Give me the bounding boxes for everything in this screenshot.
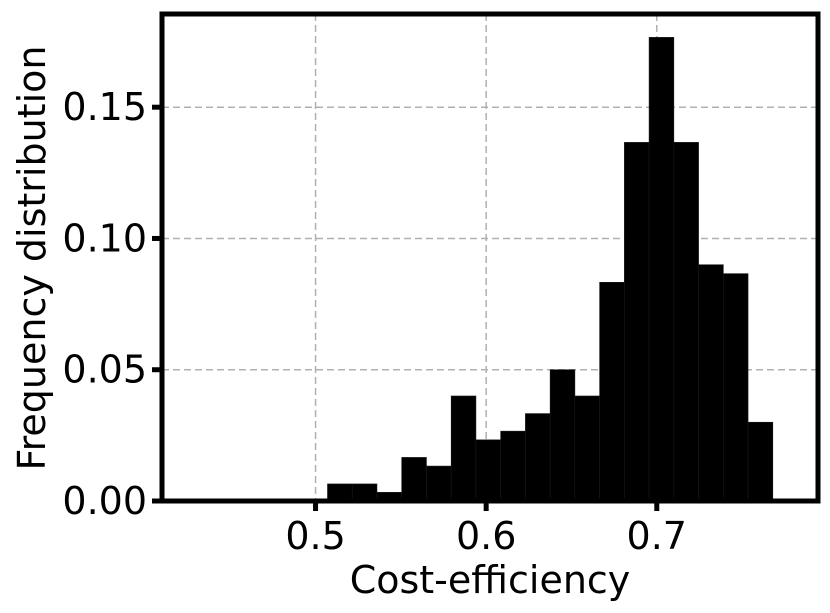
histogram-bar: [574, 395, 600, 502]
y-tick-label: 0.15: [62, 85, 147, 129]
histogram-bar: [698, 264, 724, 502]
histogram-bar: [648, 37, 675, 502]
y-tick-label: 0.05: [62, 348, 147, 392]
histogram-bar: [475, 439, 501, 502]
histogram-bar: [549, 369, 576, 502]
x-tick-label: 0.7: [627, 514, 687, 558]
histogram-bar: [450, 395, 477, 502]
histogram-bar: [624, 142, 650, 502]
histogram-bar: [525, 413, 551, 502]
histogram-bar: [426, 465, 452, 502]
histogram-bar: [327, 483, 353, 502]
x-axis-label: Cost-efficiency: [350, 558, 631, 602]
x-tick-label: 0.6: [456, 514, 516, 558]
plot-frame: [159, 11, 821, 504]
histogram-bar: [401, 457, 427, 502]
histogram-bar: [747, 421, 774, 502]
axis-ticks: 0.5 0.6 0.7 0.00 0.05 0.10 0.15: [62, 85, 687, 558]
histogram-bar: [599, 282, 625, 502]
y-tick-label: 0.00: [62, 479, 147, 523]
histogram-bar: [500, 430, 526, 502]
histogram-bar: [673, 142, 699, 502]
y-axis-label: Frequency distribution: [10, 46, 54, 471]
y-tick-label: 0.10: [62, 216, 147, 260]
histogram-bars: [327, 37, 774, 502]
histogram-bar: [351, 483, 378, 502]
x-tick-label: 0.5: [285, 514, 345, 558]
histogram-bar: [723, 273, 749, 502]
